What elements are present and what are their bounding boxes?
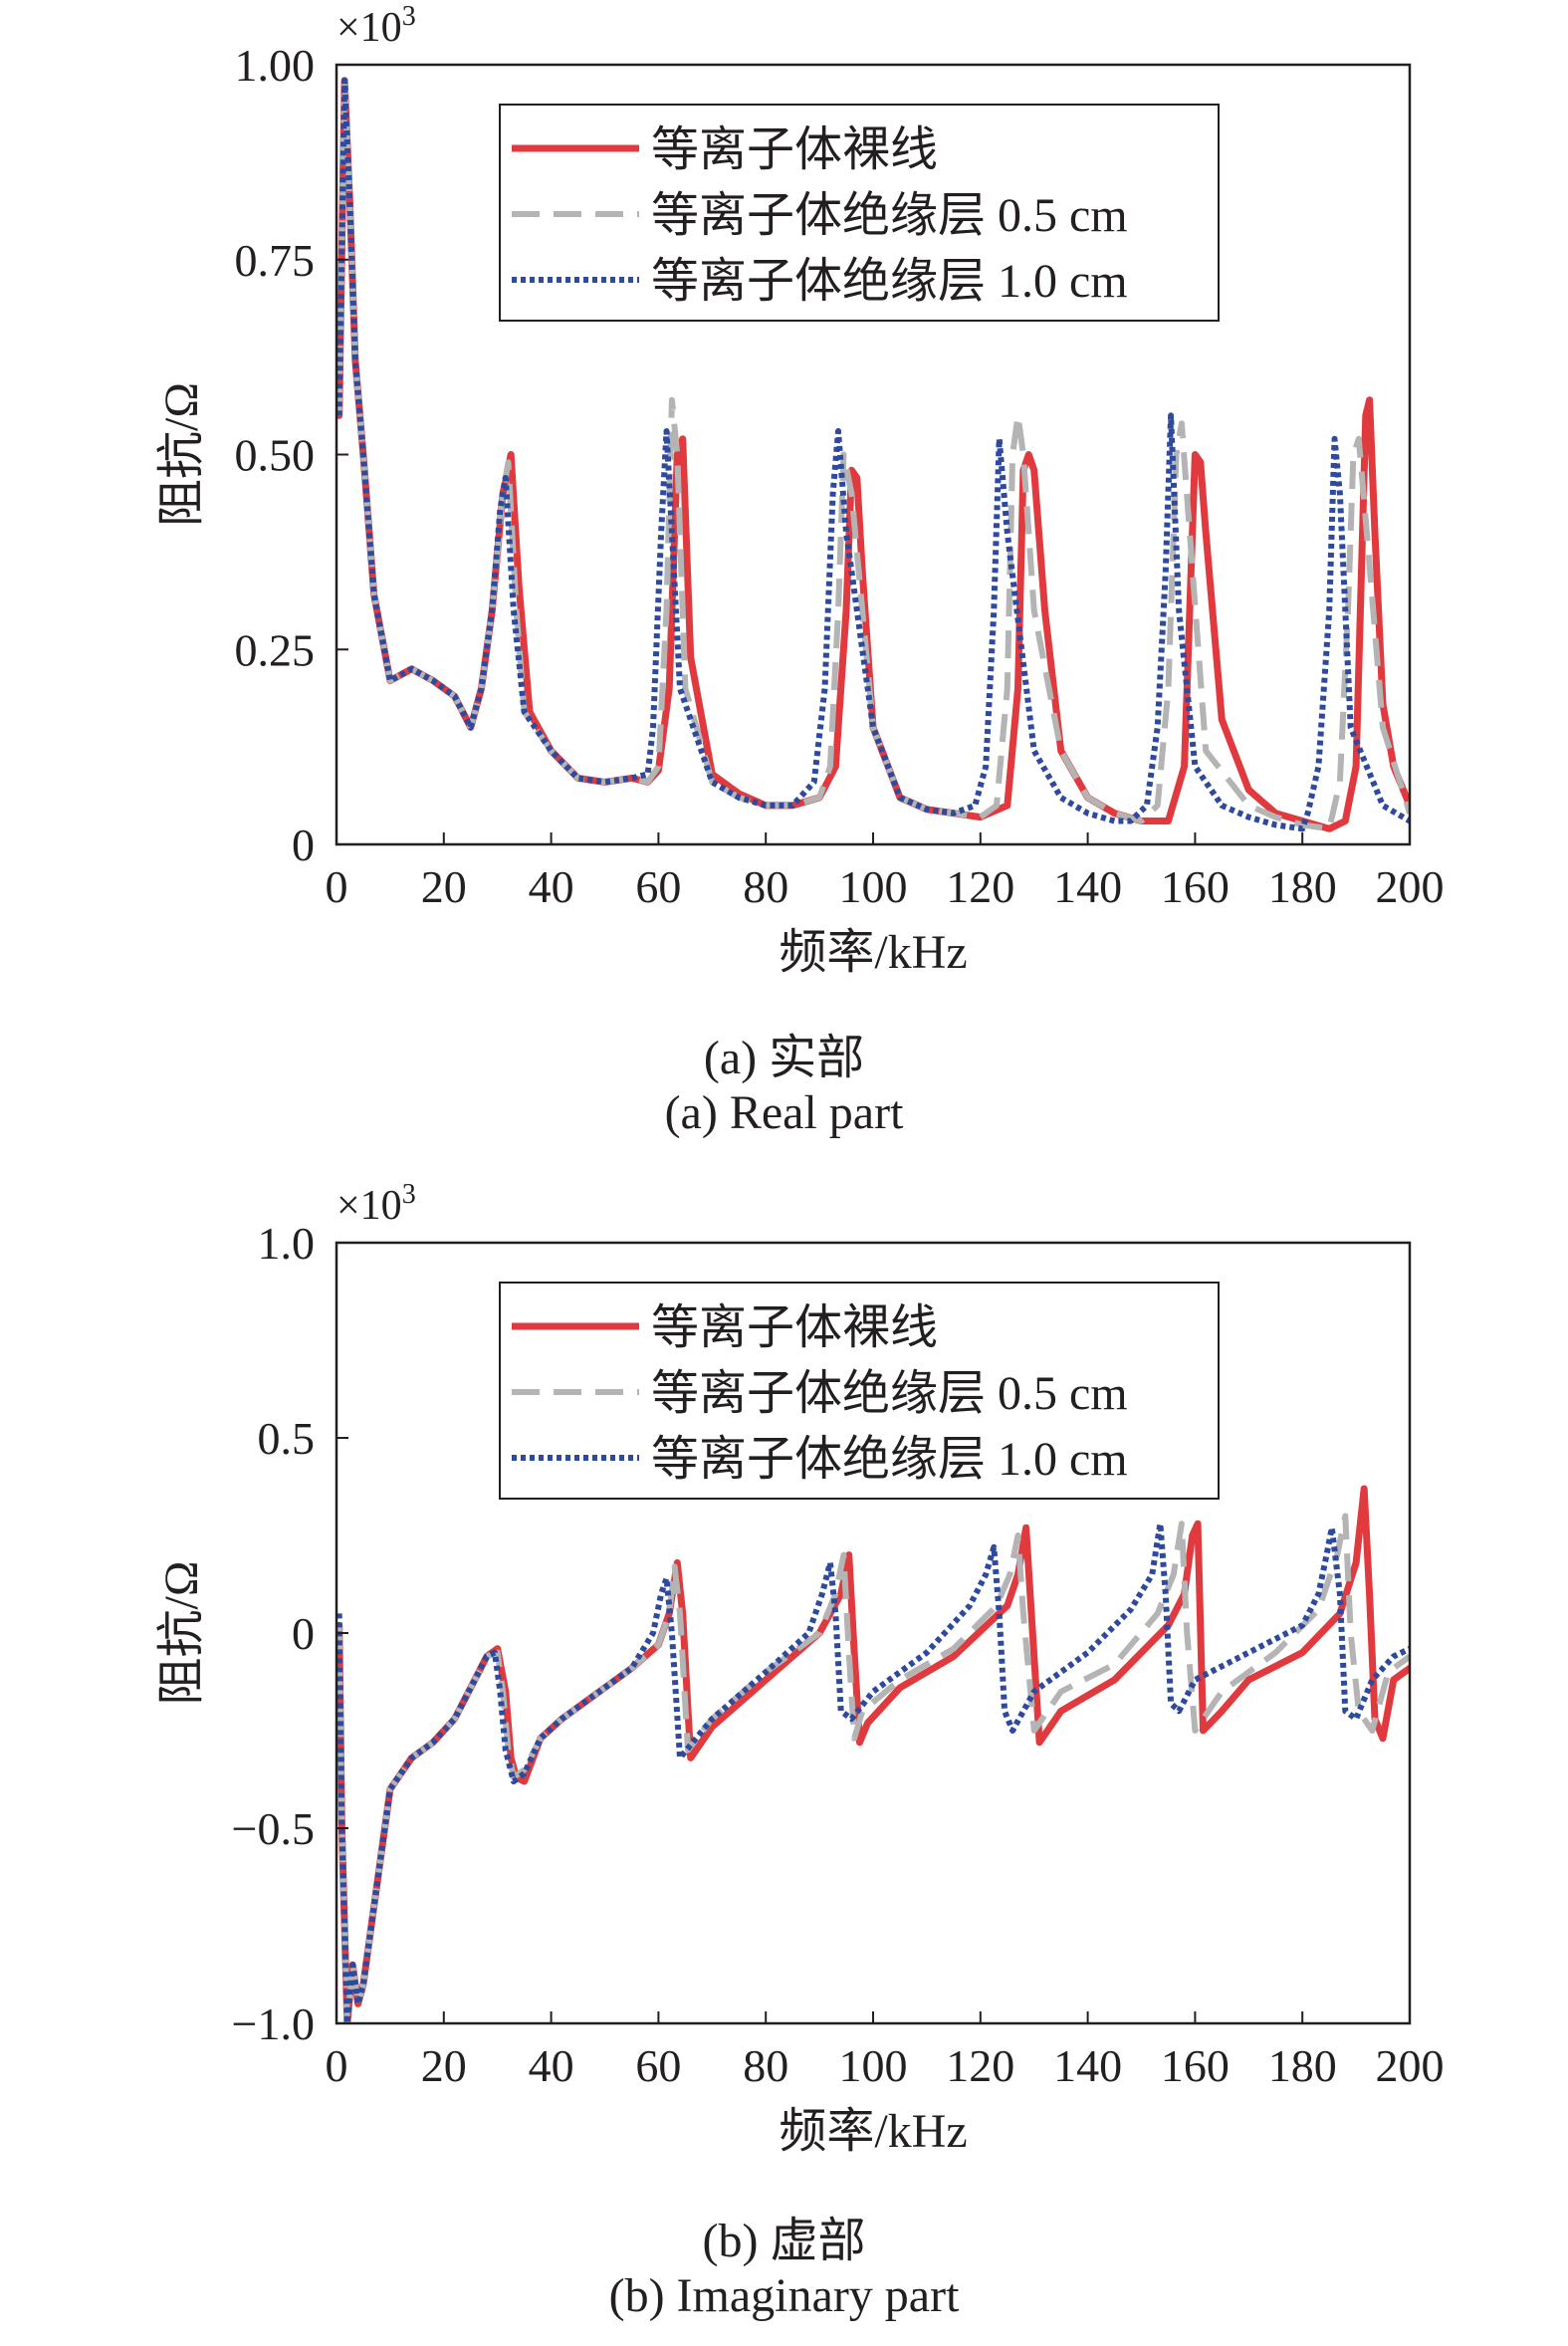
y-tick-label: 1.00 (235, 40, 316, 91)
scale-multiplier: ×103 (336, 1, 416, 51)
x-tick-label: 20 (421, 861, 467, 912)
scale-multiplier: ×103 (336, 1179, 416, 1229)
chart-panel-a: 0 20 40 60 80 100 120 140 160 180 200 1.00 0.75 0.50 0… (155, 1, 1445, 979)
y-tick-label: 0 (292, 820, 315, 870)
series-line-dashed (336, 1513, 1410, 2023)
x-tick-label: 20 (421, 2040, 467, 2091)
y-tick-label: −1.0 (232, 1998, 315, 2049)
series-group (336, 77, 1410, 832)
x-tick-label: 80 (743, 861, 788, 912)
caption-a-zh: (a) 实部 (703, 1032, 865, 1084)
x-tick-label: 0 (326, 2040, 348, 2091)
y-tick-label: 0.25 (235, 624, 316, 675)
chart-panel-b: 0 20 40 60 80 100 120 140 160 180 200 1.0 0.5 0 −0.5 −1… (155, 1179, 1445, 2158)
x-tick-label: 160 (1161, 861, 1230, 912)
series-line-dashed (336, 77, 1410, 832)
x-tick-label: 120 (946, 861, 1014, 912)
legend-label: 等离子体绝缘层 1.0 cm (651, 255, 1128, 308)
y-tick-label: 1.0 (258, 1218, 316, 1269)
legend-label: 等离子体绝缘层 1.0 cm (651, 1433, 1128, 1486)
x-tick-label: 180 (1268, 2040, 1337, 2091)
legend-label: 等离子体裸线 (651, 123, 938, 176)
x-axis-label: 频率/kHz (779, 926, 967, 979)
legend-box (499, 1282, 1220, 1500)
x-tick-label: 200 (1376, 861, 1445, 912)
series-line-dotted (336, 1521, 1410, 2023)
y-axis-label: 阻抗/Ω (155, 382, 208, 527)
x-tick-label: 40 (529, 861, 574, 912)
y-tick-label: 0.75 (235, 235, 316, 286)
y-tick-label: 0.50 (235, 430, 316, 481)
y-tick-label: 0 (292, 1608, 315, 1659)
series-line-solid (336, 1485, 1410, 2023)
x-tick-label: 100 (839, 861, 908, 912)
legend-label: 等离子体绝缘层 0.5 cm (651, 1367, 1128, 1420)
x-tick-label: 40 (529, 2040, 574, 2091)
legend-label: 等离子体裸线 (651, 1301, 938, 1354)
x-tick-label: 0 (326, 861, 348, 912)
x-tick-label: 200 (1376, 2040, 1445, 2091)
caption-b-en: (b) Imaginary part (608, 2269, 960, 2322)
series-group (336, 1485, 1410, 2023)
x-tick-label: 160 (1161, 2040, 1230, 2091)
x-axis-label: 频率/kHz (779, 2105, 967, 2158)
y-tick-label: 0.5 (258, 1413, 316, 1464)
y-tick-label: −0.5 (232, 1803, 315, 1854)
x-tick-label: 140 (1053, 861, 1122, 912)
x-tick-label: 80 (743, 2040, 788, 2091)
legend-label: 等离子体绝缘层 0.5 cm (651, 189, 1128, 242)
x-tick-label: 100 (839, 2040, 908, 2091)
caption-b-zh: (b) 虚部 (702, 2215, 866, 2267)
series-line-dotted (336, 77, 1410, 832)
y-axis-label: 阻抗/Ω (155, 1560, 208, 1705)
x-tick-label: 60 (635, 2040, 681, 2091)
caption-a-en: (a) Real part (664, 1086, 904, 1139)
x-tick-label: 120 (946, 2040, 1014, 2091)
x-tick-label: 140 (1053, 2040, 1122, 2091)
x-tick-label: 60 (635, 861, 681, 912)
x-tick-label: 180 (1268, 861, 1337, 912)
